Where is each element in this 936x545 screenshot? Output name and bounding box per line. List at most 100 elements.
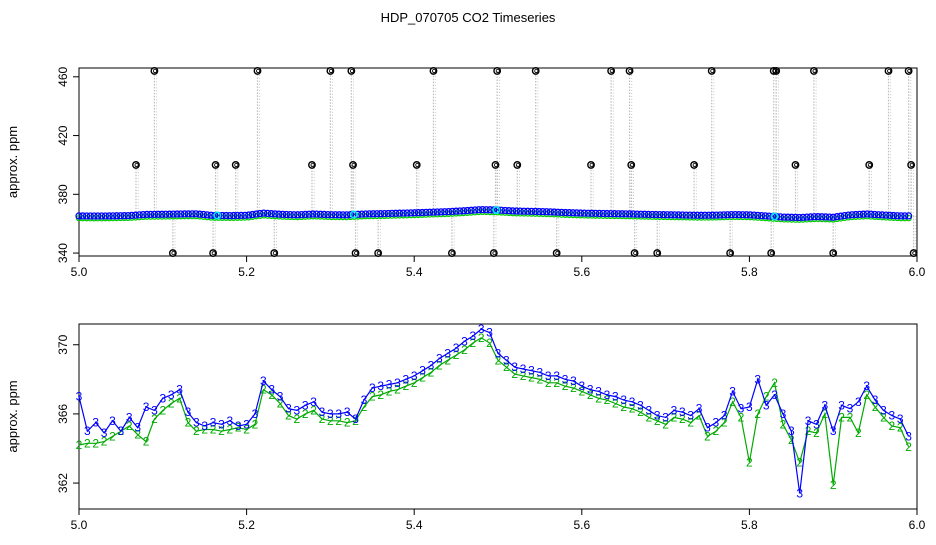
marker-3: 3 <box>428 358 435 372</box>
marker-3: 3 <box>629 395 636 409</box>
baseline-point <box>433 208 441 216</box>
outlier-point-inner <box>710 68 715 73</box>
marker-2: 2 <box>838 410 845 424</box>
marker-3: 3 <box>377 379 384 393</box>
marker-2: 2 <box>436 358 443 372</box>
marker-3: 3 <box>101 426 108 440</box>
marker-2: 2 <box>252 417 259 431</box>
baseline-point <box>584 209 592 217</box>
baseline-point <box>829 213 837 221</box>
baseline-point <box>180 210 189 218</box>
marker-3: 3 <box>553 369 560 383</box>
marker-3: 3 <box>402 372 409 386</box>
baseline-point <box>497 206 506 214</box>
baseline-point <box>267 210 275 218</box>
marker-3: 3 <box>696 402 703 416</box>
marker-2: 2 <box>746 455 753 469</box>
marker-3: 3 <box>277 390 284 404</box>
outlier-point-inner <box>310 162 315 167</box>
marker-3: 3 <box>889 409 896 423</box>
baseline-point <box>727 210 736 219</box>
marker-2: 2 <box>863 388 870 402</box>
marker-2: 2 <box>813 426 820 440</box>
marker-2: 2 <box>771 376 778 390</box>
baseline-point <box>297 210 306 219</box>
marker-2: 2 <box>805 424 812 438</box>
marker-3: 3 <box>897 412 904 426</box>
outlier-point-inner <box>432 68 437 73</box>
baseline-point <box>354 210 362 218</box>
outlier-point <box>349 161 357 169</box>
baseline-point <box>120 212 128 220</box>
marker-3: 3 <box>830 424 837 438</box>
baseline-point <box>263 209 272 218</box>
baseline-point <box>546 208 555 216</box>
baseline-point <box>897 212 905 220</box>
baseline-point <box>312 210 321 218</box>
baseline-point <box>361 210 370 218</box>
outlier-point <box>429 67 438 75</box>
baseline-point <box>358 210 366 218</box>
marker-2: 2 <box>92 436 99 450</box>
baseline-point <box>373 210 381 218</box>
marker-3: 3 <box>344 405 351 419</box>
marker-2: 2 <box>285 409 292 423</box>
baseline-point <box>478 205 487 214</box>
baseline-point <box>893 212 901 220</box>
baseline-point <box>131 211 140 219</box>
outlier-point <box>767 249 776 257</box>
baseline-point <box>346 211 355 219</box>
marker-2: 2 <box>226 422 233 436</box>
baseline-point <box>859 210 868 218</box>
outlier-point <box>690 161 698 169</box>
baseline-point <box>637 210 645 218</box>
marker-2: 2 <box>302 407 309 421</box>
baseline-point <box>173 210 181 218</box>
baseline-point <box>788 213 796 221</box>
marker-3: 3 <box>511 360 518 374</box>
x-tick-label: 5.6 <box>573 265 590 279</box>
outlier-point-inner <box>376 251 381 256</box>
marker-3: 3 <box>855 395 862 409</box>
marker-2: 2 <box>126 419 133 433</box>
baseline-point <box>874 211 883 219</box>
marker-3: 3 <box>578 379 585 393</box>
baseline-point <box>82 212 91 220</box>
x-tick-label: 6.0 <box>909 265 926 279</box>
outlier-point-inner <box>234 162 239 167</box>
baseline-point <box>109 212 117 220</box>
baseline-point <box>542 208 551 216</box>
marker-3: 3 <box>335 407 342 421</box>
baseline-point <box>791 213 800 222</box>
baseline-point <box>524 207 532 215</box>
baseline-point <box>192 210 200 218</box>
outlier-point <box>625 67 634 75</box>
baseline-point <box>245 211 253 219</box>
marker-3: 3 <box>310 395 317 409</box>
marker-2: 2 <box>637 405 644 419</box>
outlier-point <box>231 161 240 169</box>
baseline-point <box>648 210 656 219</box>
baseline-point <box>139 210 147 219</box>
x-tick-label: 5.8 <box>741 265 758 279</box>
outlier-point-inner <box>909 162 914 167</box>
y-tick-label: 420 <box>56 125 70 145</box>
marker-2: 2 <box>704 429 711 443</box>
baseline-point <box>335 211 343 219</box>
baseline-point <box>806 213 815 221</box>
baseline-point <box>410 209 419 217</box>
marker-3: 3 <box>294 403 301 417</box>
baseline-point <box>256 209 264 218</box>
marker-2: 2 <box>880 410 887 424</box>
baseline-point <box>735 211 743 219</box>
baseline-point <box>705 211 713 219</box>
accent-point <box>492 205 501 214</box>
marker-3: 3 <box>587 383 594 397</box>
marker-2: 2 <box>335 414 342 428</box>
baseline-point <box>588 209 596 217</box>
baseline-point <box>86 212 94 220</box>
baseline-point <box>878 211 886 219</box>
marker-2: 2 <box>687 416 694 430</box>
y-tick-label: 370 <box>56 334 70 354</box>
